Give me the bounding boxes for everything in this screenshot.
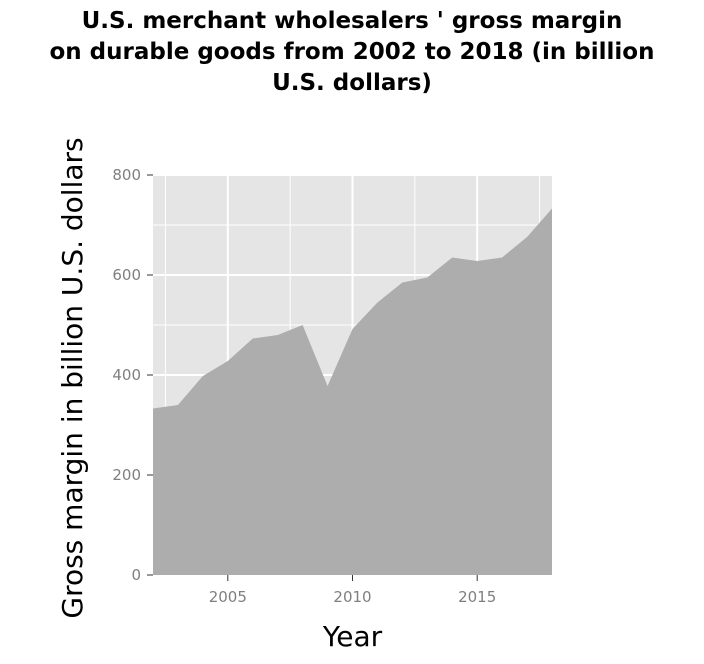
y-axis-title: Gross margin in billion U.S. dollars bbox=[56, 137, 89, 618]
y-tick-label: 0 bbox=[131, 566, 141, 584]
y-tick-label: 800 bbox=[112, 166, 141, 184]
x-tick-label: 2010 bbox=[333, 588, 371, 606]
y-tick-label: 200 bbox=[112, 466, 141, 484]
y-tick-label: 400 bbox=[112, 366, 141, 384]
x-axis-title: Year bbox=[322, 620, 383, 653]
x-tick-label: 2005 bbox=[209, 588, 247, 606]
x-tick-label: 2015 bbox=[458, 588, 496, 606]
y-tick-label: 600 bbox=[112, 266, 141, 284]
